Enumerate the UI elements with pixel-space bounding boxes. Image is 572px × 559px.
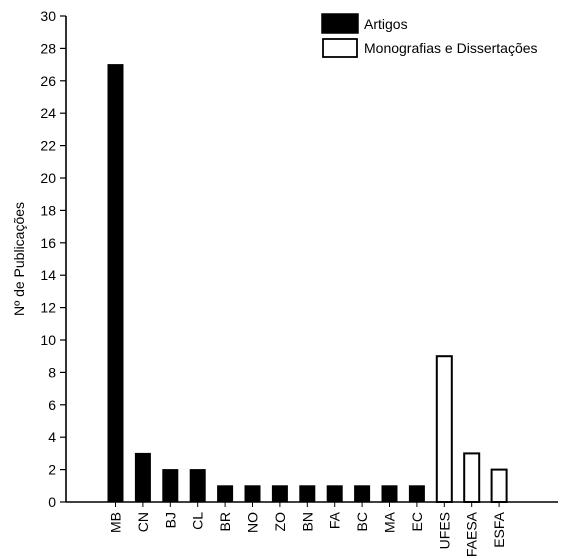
legend-swatch-monografias — [323, 39, 357, 57]
legend-swatch-artigos — [322, 14, 358, 33]
bar-fa — [327, 486, 342, 502]
x-tick-label-esfa: ESFA — [491, 511, 507, 547]
y-tick-label: 24 — [40, 105, 56, 121]
legend-label-artigos: Artigos — [364, 16, 408, 32]
y-tick-label: 10 — [40, 332, 56, 348]
bar-zo — [272, 486, 287, 502]
x-tick-label-bn: BN — [299, 512, 315, 531]
y-tick-label: 28 — [40, 40, 56, 56]
bar-faesa — [464, 453, 479, 502]
bar-bc — [355, 486, 370, 502]
y-tick-label: 22 — [40, 138, 56, 154]
bar-mb — [108, 65, 123, 502]
y-tick-label: 14 — [40, 267, 56, 283]
y-tick-label: 30 — [40, 8, 56, 24]
x-tick-label-bj: BJ — [162, 512, 178, 528]
x-tick-label-zo: ZO — [272, 512, 288, 532]
y-tick-label: 16 — [40, 235, 56, 251]
bars — [108, 65, 507, 502]
x-tick-label-br: BR — [217, 512, 233, 531]
bar-ec — [409, 486, 424, 502]
y-tick-label: 6 — [48, 397, 56, 413]
x-tick-label-faesa: FAESA — [464, 511, 480, 557]
bar-bn — [300, 486, 315, 502]
bar-cn — [135, 453, 150, 502]
y-tick-label: 8 — [48, 364, 56, 380]
x-tick-label-mb: MB — [108, 512, 124, 533]
x-axis-ticks: MB CN BJ CL BR NO ZO BN FA BC MA EC UFES FAESA ESFA — [108, 502, 508, 557]
x-tick-label-cn: CN — [135, 512, 151, 532]
y-tick-label: 20 — [40, 170, 56, 186]
bar-bj — [163, 470, 178, 502]
x-tick-label-ufes: UFES — [436, 512, 452, 549]
x-tick-label-ma: MA — [382, 511, 398, 533]
bar-cl — [190, 470, 205, 502]
x-tick-label-no: NO — [245, 512, 261, 533]
y-tick-label: 4 — [48, 429, 56, 445]
y-tick-label: 0 — [48, 494, 56, 510]
bar-br — [218, 486, 233, 502]
bar-ma — [382, 486, 397, 502]
y-tick-label: 2 — [48, 462, 56, 478]
x-tick-label-cl: CL — [190, 512, 206, 530]
legend-label-monografias: Monografias e Dissertações — [364, 40, 538, 56]
x-tick-label-bc: BC — [354, 512, 370, 531]
y-axis-label: Nº de Publicações — [11, 202, 27, 316]
y-tick-label: 12 — [40, 300, 56, 316]
bar-ufes — [437, 356, 452, 502]
bar-esfa — [492, 470, 507, 502]
bar-no — [245, 486, 260, 502]
legend: Artigos Monografias e Dissertações — [322, 14, 538, 57]
x-tick-label-ec: EC — [409, 512, 425, 531]
y-tick-label: 26 — [40, 73, 56, 89]
y-tick-label: 18 — [40, 202, 56, 218]
x-tick-label-fa: FA — [327, 511, 343, 529]
